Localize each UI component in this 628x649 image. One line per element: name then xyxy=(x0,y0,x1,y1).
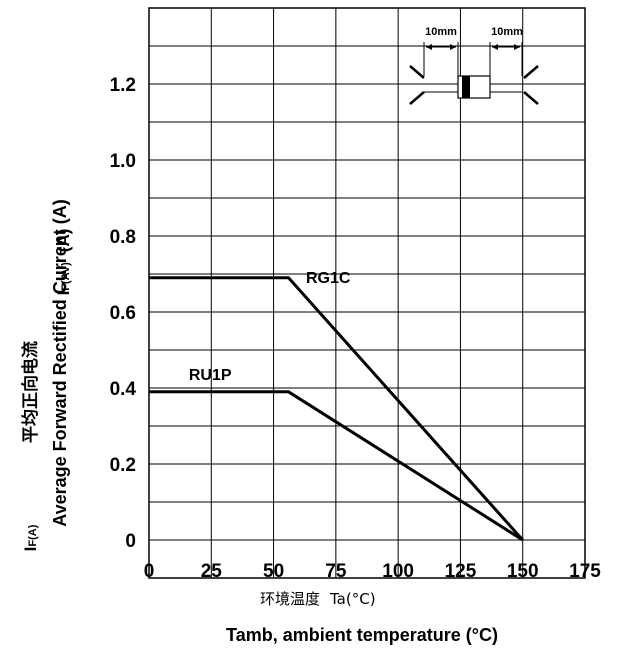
x-tick-label: 150 xyxy=(507,561,539,582)
y-tick-label: 0 xyxy=(125,531,136,552)
y-tick-label: 1.0 xyxy=(110,151,136,172)
y-axis-symbol2-group: IF(A) xyxy=(21,524,40,551)
y-axis-title-cn-group: 平均正向电流 xyxy=(20,341,41,443)
x-axis-title-symbol: Ta(°C) xyxy=(329,590,376,608)
grid-lines xyxy=(149,8,585,578)
x-tick-label: 100 xyxy=(382,561,414,582)
y-tick-label: 0.8 xyxy=(110,227,136,248)
y-axis-symbol2: IF(A) xyxy=(21,524,40,551)
series-label-rg1c: RG1C xyxy=(306,270,351,287)
y-axis-title: Average Forward Rectified Current (A) xyxy=(50,199,70,526)
inset-cathode-band xyxy=(462,76,470,98)
series-line-rg1c xyxy=(149,276,524,541)
inset-arrowheads xyxy=(426,44,456,50)
x-tick-labels: 0 25 50 75 100 125 150 175 xyxy=(144,561,602,582)
x-tick-label: 50 xyxy=(263,561,284,582)
component-inset: 10mm 10mm xyxy=(409,26,539,105)
inset-lead-left-label: 10mm xyxy=(425,26,457,38)
y-axis-symbol-unit: (A) xyxy=(54,229,73,253)
x-axis-title: Tamb, ambient temperature (°C) xyxy=(226,625,498,645)
y-axis-title-group: Average Forward Rectified Current (A) xyxy=(50,199,70,526)
inset-arrowheads xyxy=(492,44,520,50)
series-label-ru1p: RU1P xyxy=(189,367,232,384)
y-axis-symbol: IF(AV) (A) xyxy=(54,229,73,296)
x-tick-label: 175 xyxy=(569,561,601,582)
y-axis-symbol-main: I xyxy=(54,291,73,296)
y-tick-labels: 0 0.2 0.4 0.6 0.8 1.0 1.2 xyxy=(110,75,137,552)
x-tick-label: 25 xyxy=(201,561,223,582)
y-tick-label: 0.6 xyxy=(110,303,136,324)
plot-frame xyxy=(148,7,586,579)
x-axis-title-cn: 环境温度 xyxy=(260,590,320,608)
x-tick-label: 125 xyxy=(445,561,477,582)
y-axis-symbol2-main: I xyxy=(21,547,40,552)
y-axis-symbol2-sub: F(A) xyxy=(27,524,39,546)
y-axis-symbol-group: IF(AV) (A) xyxy=(54,229,73,296)
y-tick-label: 0.2 xyxy=(110,455,136,476)
x-tick-label: 75 xyxy=(325,561,347,582)
x-tick-label: 0 xyxy=(144,561,155,582)
inset-lead-right-label: 10mm xyxy=(491,26,523,38)
series-line-ru1p xyxy=(149,390,524,542)
inset-clamp-marks xyxy=(409,65,539,105)
y-tick-label: 0.4 xyxy=(110,379,137,400)
y-tick-label: 1.2 xyxy=(110,75,136,96)
series-layer: RG1C RU1P xyxy=(149,270,524,542)
y-axis-title-cn: 平均正向电流 xyxy=(20,341,41,443)
y-axis-symbol-sub: F(AV) xyxy=(60,262,72,291)
